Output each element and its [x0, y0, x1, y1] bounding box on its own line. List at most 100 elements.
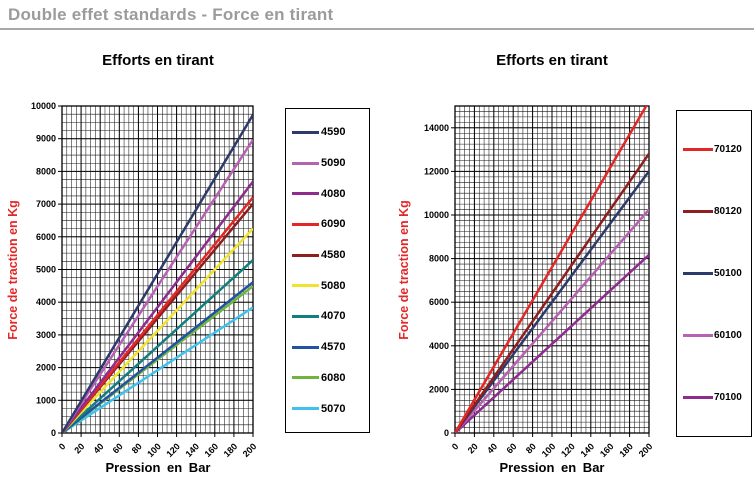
- svg-text:10000: 10000: [31, 101, 56, 111]
- series-line-4070: [62, 259, 253, 433]
- svg-text:80: 80: [524, 441, 538, 455]
- legend-label: 5080: [321, 279, 346, 292]
- svg-text:60: 60: [111, 441, 125, 455]
- legend-swatch: [683, 333, 713, 337]
- legend-swatch: [292, 222, 319, 226]
- legend-label: 60100: [714, 329, 742, 341]
- chart-title-right: Efforts en tirant: [496, 52, 608, 69]
- svg-text:40: 40: [485, 441, 499, 455]
- svg-text:14000: 14000: [424, 123, 449, 133]
- legend-swatch: [292, 161, 319, 165]
- svg-text:100: 100: [145, 441, 163, 459]
- series-lines: [455, 106, 649, 433]
- legend-label: 80120: [714, 206, 742, 218]
- legend-swatch: [292, 376, 319, 380]
- svg-text:40: 40: [91, 441, 105, 455]
- legend-item: 4570: [292, 341, 369, 353]
- series-line-5070: [62, 306, 253, 433]
- legend-swatch: [292, 192, 319, 196]
- svg-text:140: 140: [579, 441, 597, 459]
- svg-text:200: 200: [637, 441, 655, 459]
- legend-label: 6080: [321, 371, 346, 384]
- legend-label: 5070: [321, 402, 346, 415]
- series-line-70100: [455, 253, 649, 433]
- svg-text:8000: 8000: [36, 166, 56, 176]
- legend-item: 4070: [292, 310, 369, 322]
- series-line-5090: [62, 138, 253, 433]
- chart-title-left: Efforts en tirant: [102, 52, 214, 69]
- svg-text:140: 140: [183, 441, 201, 459]
- legend-right: 70120 80120 50100 60100 70100: [676, 110, 752, 437]
- y-axis-label-right: Force de traction en Kg: [397, 200, 411, 340]
- legend-left: 4590 5090 4080 6090 4580 5080 4070 4570 6080 5070: [285, 108, 370, 433]
- series-line-4080: [62, 180, 253, 433]
- svg-text:0: 0: [450, 441, 461, 452]
- svg-text:8000: 8000: [429, 254, 449, 264]
- legend-label: 4580: [321, 249, 346, 262]
- svg-text:5000: 5000: [36, 265, 56, 275]
- axis-ticks: [451, 127, 650, 437]
- svg-text:180: 180: [617, 441, 635, 459]
- svg-text:6000: 6000: [429, 297, 449, 307]
- svg-text:10000: 10000: [424, 210, 449, 220]
- svg-text:9000: 9000: [36, 134, 56, 144]
- legend-item: 60100: [683, 330, 751, 341]
- legend-swatch: [292, 345, 319, 349]
- legend-item: 5070: [292, 403, 369, 415]
- series-line-5080: [62, 227, 253, 433]
- svg-text:80: 80: [130, 441, 144, 455]
- series-line-6090: [62, 196, 253, 433]
- svg-text:160: 160: [203, 441, 221, 459]
- legend-swatch: [683, 271, 713, 275]
- legend-item: 6080: [292, 372, 369, 384]
- legend-item: 5090: [292, 157, 369, 169]
- legend-label: 50100: [714, 267, 742, 279]
- series-line-4590: [62, 114, 253, 433]
- legend-item: 4590: [292, 126, 369, 138]
- legend-label: 70100: [714, 391, 742, 403]
- legend-swatch: [292, 284, 319, 288]
- line-chart-right: 0 2000 4000 6000 8000 10000 12000 14000 0 20 40 60 8…: [424, 105, 655, 459]
- y-axis-label-left: Force de traction en Kg: [6, 200, 20, 340]
- legend-label: 5090: [321, 157, 346, 170]
- legend-item: 4080: [292, 188, 369, 200]
- legend-label: 70120: [714, 144, 742, 156]
- svg-text:0: 0: [444, 428, 449, 438]
- legend-label: 6090: [321, 218, 346, 231]
- legend-label: 4570: [321, 341, 346, 354]
- legend-swatch: [292, 253, 319, 257]
- legend-item: 80120: [683, 206, 751, 217]
- svg-text:100: 100: [540, 441, 558, 459]
- svg-text:1000: 1000: [36, 395, 56, 405]
- svg-text:180: 180: [222, 441, 240, 459]
- legend-label: 4070: [321, 310, 346, 323]
- svg-text:2000: 2000: [429, 384, 449, 394]
- x-axis-label-left: Pression en Bar: [105, 460, 211, 475]
- series-line-80120: [455, 153, 649, 433]
- legend-swatch: [292, 407, 319, 411]
- svg-text:20: 20: [466, 441, 480, 455]
- svg-text:4000: 4000: [429, 341, 449, 351]
- svg-text:160: 160: [598, 441, 616, 459]
- series-line-4570: [62, 281, 253, 433]
- legend-label: 4590: [321, 126, 346, 139]
- legend-item: 5080: [292, 280, 369, 292]
- svg-text:0: 0: [51, 428, 56, 438]
- svg-text:2000: 2000: [36, 363, 56, 373]
- legend-item: 70100: [683, 392, 751, 403]
- legend-swatch: [292, 314, 319, 318]
- series-line-70120: [455, 106, 648, 433]
- title-underline: [0, 28, 754, 30]
- legend-swatch: [683, 395, 713, 399]
- svg-text:6000: 6000: [36, 232, 56, 242]
- series-line-60100: [455, 208, 649, 433]
- legend-swatch: [292, 130, 319, 134]
- legend-swatch: [683, 210, 713, 214]
- page-title: Double effet standards - Force en tirant: [8, 5, 334, 24]
- svg-text:3000: 3000: [36, 330, 56, 340]
- svg-text:0: 0: [57, 441, 68, 452]
- svg-text:7000: 7000: [36, 199, 56, 209]
- legend-item: 70120: [683, 144, 751, 155]
- x-axis-label-right: Pression en Bar: [499, 460, 605, 475]
- svg-text:60: 60: [504, 441, 518, 455]
